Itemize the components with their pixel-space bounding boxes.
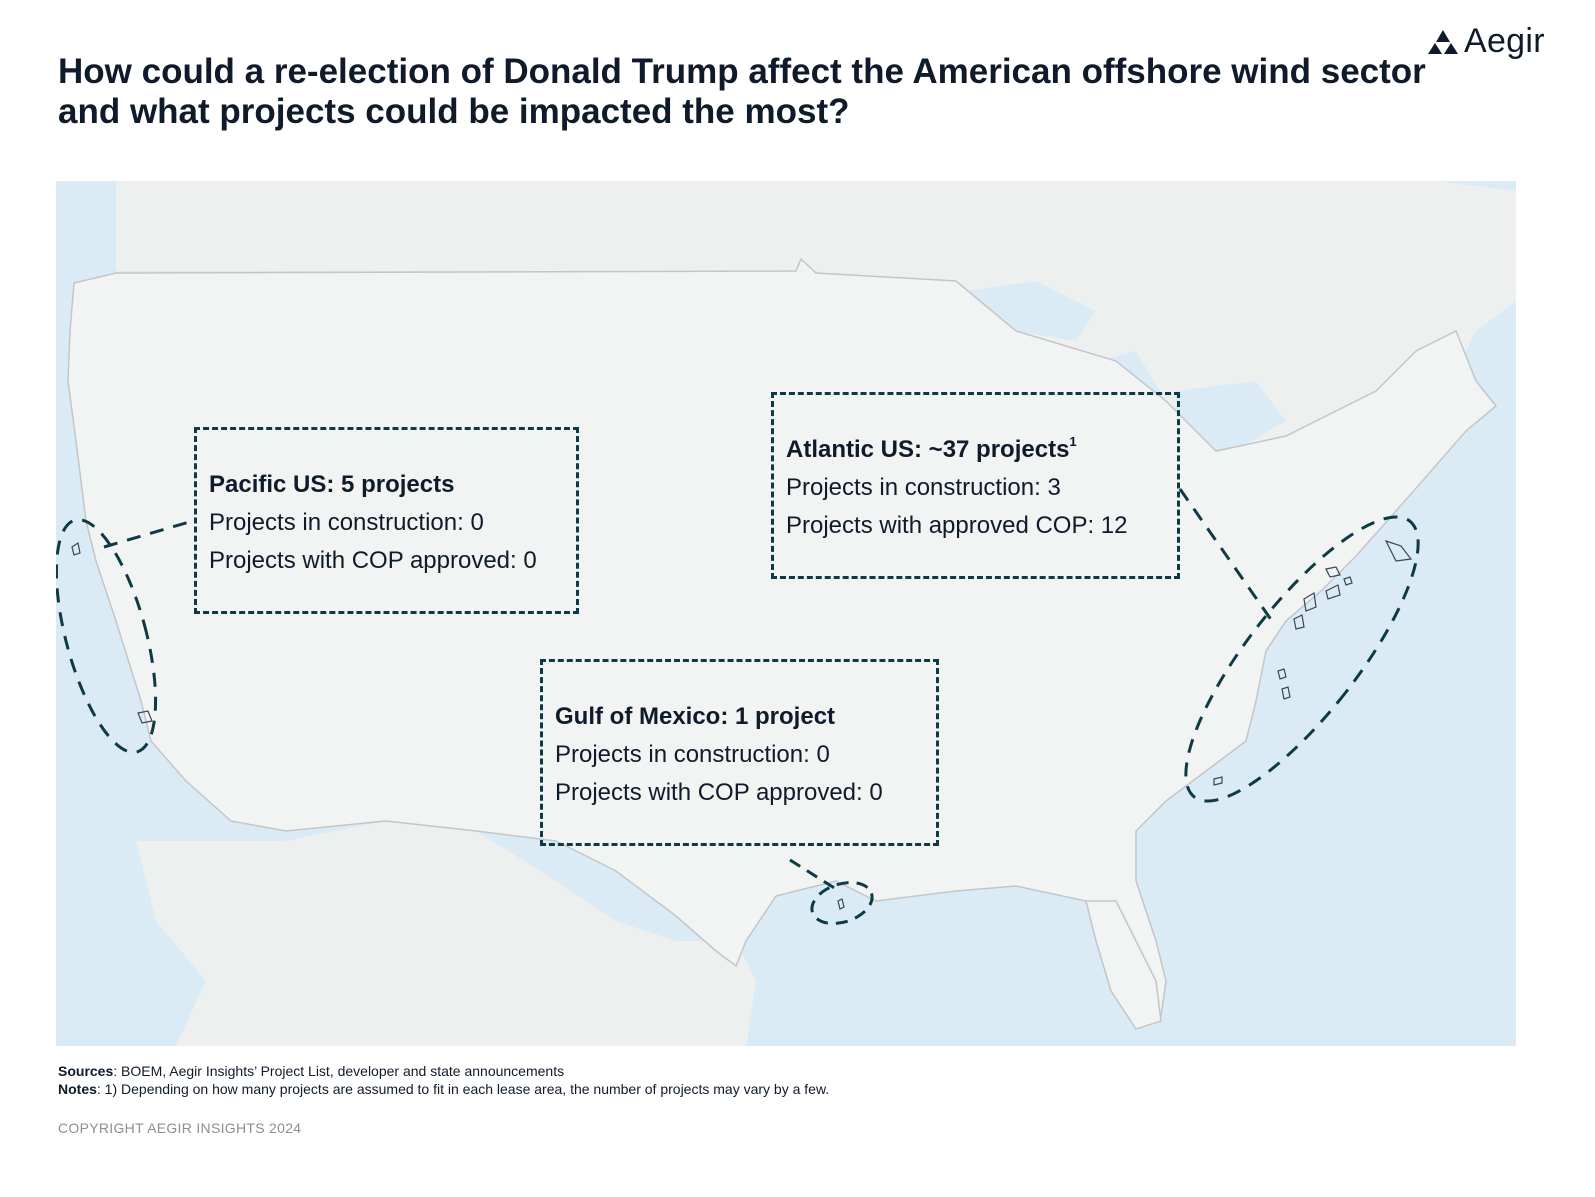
- sources-text: : BOEM, Aegir Insights’ Project List, de…: [113, 1063, 565, 1079]
- atlantic-construction: Projects in construction: 3: [786, 474, 1061, 501]
- lease-area: [1277, 668, 1287, 680]
- atlantic-callout: Atlantic US: ~37 projects1 Projects in c…: [771, 392, 1180, 579]
- pacific-cop: Projects with COP approved: 0: [209, 547, 537, 574]
- florida: [1085, 900, 1162, 1030]
- atlantic-cop: Projects with approved COP: 12: [786, 512, 1128, 539]
- copyright: COPYRIGHT AEGIR INSIGHTS 2024: [58, 1120, 302, 1136]
- lease-area: [1384, 539, 1413, 562]
- footnotes: Sources: BOEM, Aegir Insights’ Project L…: [58, 1062, 829, 1098]
- brand-name: Aegir: [1464, 22, 1545, 60]
- gulf-region-outline: [810, 881, 874, 925]
- lease-area: [71, 542, 81, 556]
- lease-area: [137, 710, 153, 724]
- notes-line: Notes: 1) Depending on how many projects…: [58, 1080, 829, 1098]
- gulf-cop: Projects with COP approved: 0: [555, 779, 883, 806]
- footnote-marker: 1: [1069, 434, 1077, 449]
- lake-superior: [966, 281, 1096, 341]
- lease-areas: [71, 539, 1413, 910]
- atlantic-heading: Atlantic US: ~37 projects1: [786, 431, 1165, 469]
- lease-area: [1213, 776, 1223, 786]
- atlantic-connector: [1178, 488, 1274, 622]
- lease-area: [1281, 686, 1291, 700]
- lease-area: [1325, 566, 1341, 578]
- pacific-connector: [103, 518, 197, 549]
- notes-label: Notes: [58, 1081, 97, 1097]
- page-title: How could a re-election of Donald Trump …: [58, 52, 1426, 131]
- lease-area: [1303, 592, 1317, 612]
- sources-label: Sources: [58, 1063, 114, 1079]
- gulf-construction: Projects in construction: 0: [555, 741, 830, 768]
- gulf-connector: [789, 858, 837, 891]
- lease-area: [1343, 576, 1353, 586]
- pacific-region-outline: [56, 518, 158, 754]
- lease-area: [1325, 584, 1341, 600]
- sources-line: Sources: BOEM, Aegir Insights’ Project L…: [58, 1062, 829, 1080]
- notes-text: : 1) Depending on how many projects are …: [96, 1081, 830, 1097]
- atlantic-region-outline: [1184, 515, 1420, 803]
- aegir-logo: Aegir: [1428, 22, 1545, 61]
- us-map: Pacific US: 5 projects Projects in const…: [56, 181, 1516, 1046]
- mexico-land: [136, 821, 756, 1046]
- pacific-callout: Pacific US: 5 projects Projects in const…: [194, 427, 579, 614]
- lease-area: [1293, 614, 1305, 630]
- gulf-heading: Gulf of Mexico: 1 project: [555, 703, 836, 730]
- gulf-callout: Gulf of Mexico: 1 project Projects in co…: [540, 659, 939, 846]
- pacific-heading: Pacific US: 5 projects: [209, 471, 455, 498]
- lease-area: [837, 898, 845, 910]
- triangle-cluster-icon: [1428, 29, 1458, 54]
- usa-land: [67, 257, 1498, 1027]
- atlantic-heading-text: Atlantic US: ~37 projects: [786, 436, 1070, 463]
- pacific-construction: Projects in construction: 0: [209, 509, 484, 536]
